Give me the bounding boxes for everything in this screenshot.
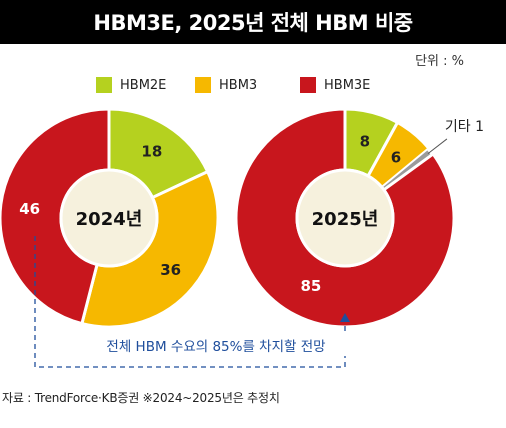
chart-title: HBM3E, 2025년 전체 HBM 비중 xyxy=(93,11,413,35)
legend-item-hbm2e: HBM2E xyxy=(96,77,166,93)
chart-1-center xyxy=(59,168,159,268)
chart-2-label-hbm2e: 8 xyxy=(360,133,370,151)
legend-item-hbm3: HBM3 xyxy=(195,77,257,93)
legend-swatch-hbm3e xyxy=(300,77,316,93)
chart-1-label-hbm3: 36 xyxy=(160,261,181,279)
annotation-bg xyxy=(82,334,352,356)
chart-2-center xyxy=(295,168,395,268)
chart-2-label-hbm3e: 85 xyxy=(301,277,322,295)
chart-2-leader-- xyxy=(427,138,448,155)
chart-2-label-hbm3: 6 xyxy=(391,148,401,166)
source-note: 자료 : TrendForce·KB증권 ※2024~2025년은 추정치 xyxy=(2,391,280,405)
legend-item-hbm3e: HBM3E xyxy=(300,77,370,93)
chart-2-label--: 기타 1 xyxy=(445,119,484,135)
legend: HBM2E HBM3 HBM3E xyxy=(0,77,506,99)
chart-1-label-hbm2e: 18 xyxy=(141,142,162,160)
legend-label-hbm3e: HBM3E xyxy=(324,77,371,93)
chart-2-center-label: 2025년 xyxy=(312,209,379,230)
legend-label-hbm3: HBM3 xyxy=(219,77,258,93)
legend-swatch-hbm2e xyxy=(96,77,112,93)
title-bar: HBM3E, 2025년 전체 HBM 비중 xyxy=(0,0,506,44)
chart-1-center-label: 2024년 xyxy=(76,209,143,230)
chart-1-label-hbm3e: 46 xyxy=(19,200,40,218)
legend-swatch-hbm3 xyxy=(195,77,211,93)
unit-label: 단위 : % xyxy=(415,54,464,69)
annotation-arrow-icon xyxy=(340,313,350,322)
legend-label-hbm2e: HBM2E xyxy=(120,77,167,93)
annotation-text: 전체 HBM 수요의 85%를 차지할 전망 xyxy=(106,339,325,355)
